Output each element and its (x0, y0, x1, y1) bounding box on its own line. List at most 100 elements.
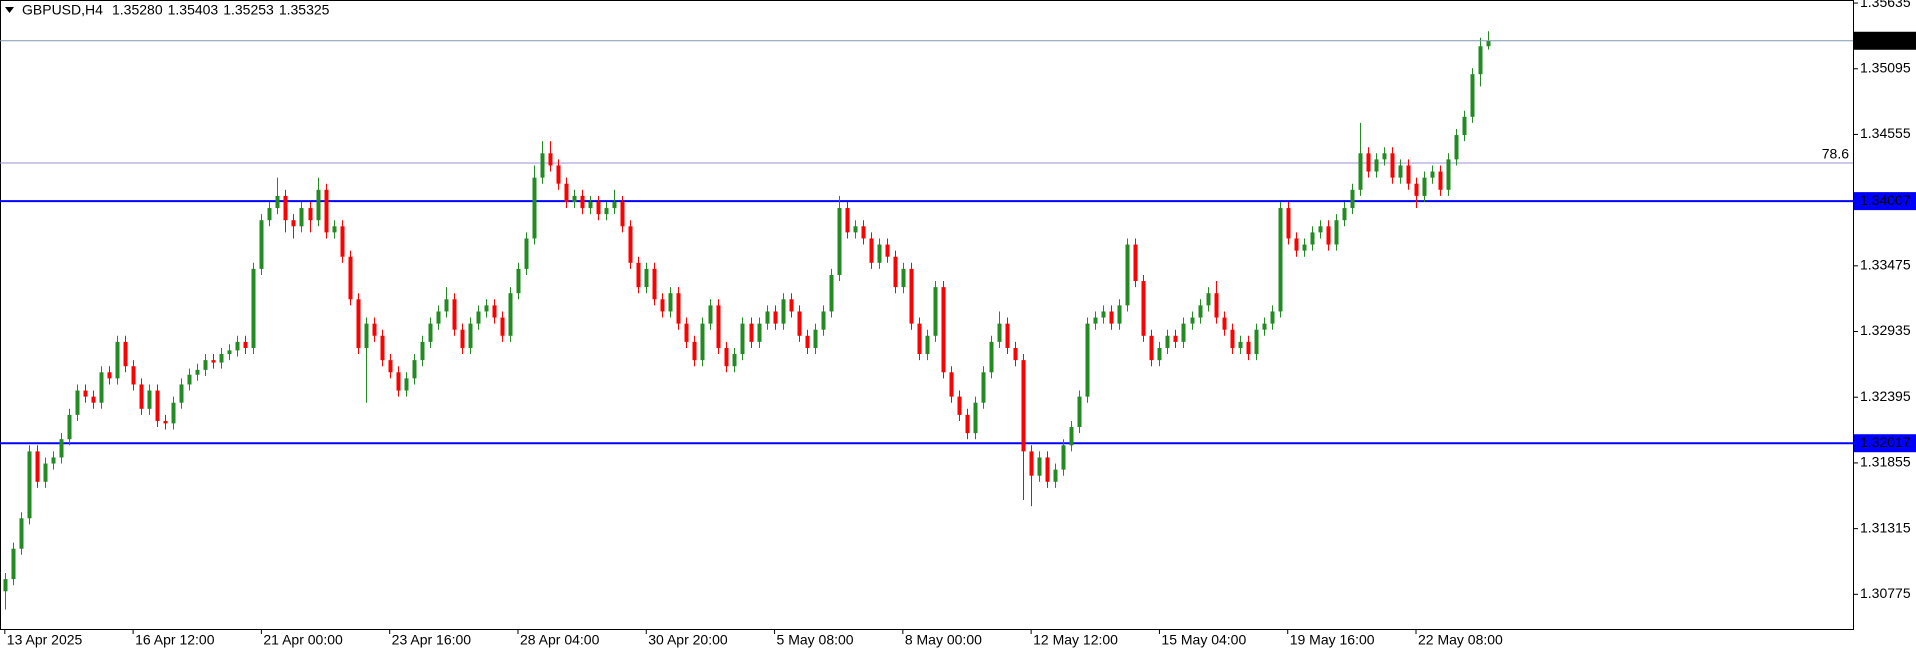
candle-body (540, 153, 545, 178)
candle-body (227, 350, 232, 355)
y-tick-label: 1.32935 (1860, 322, 1911, 338)
candle-body (1198, 305, 1203, 318)
candle-body (1286, 208, 1291, 239)
candle-body (548, 153, 553, 166)
candle-body (1061, 445, 1066, 470)
candle-body (676, 293, 681, 324)
candle-body (476, 311, 481, 324)
candle-body (1454, 135, 1459, 160)
candle-body (716, 305, 721, 348)
candle-body (1270, 311, 1275, 324)
ohlc-value: 1.35253 (223, 2, 274, 18)
candle-body (692, 341, 697, 361)
menu-arrow[interactable] (5, 7, 14, 13)
candle-body (1173, 335, 1178, 342)
candle-body (1053, 469, 1058, 482)
candle-body (348, 256, 353, 300)
candle-body (949, 372, 954, 397)
candle-body (1358, 153, 1363, 190)
candle-body (1446, 159, 1451, 190)
x-tick-label: 21 Apr 00:00 (263, 632, 343, 648)
candle-body (27, 451, 32, 519)
candle-body (1326, 226, 1331, 245)
candle-body (1422, 177, 1427, 196)
candle-body (636, 262, 641, 288)
candle-body (492, 305, 497, 318)
candle-body (508, 293, 513, 336)
candle-body (757, 323, 762, 342)
candle-body (139, 384, 144, 409)
candle-body (1069, 427, 1074, 446)
candle-body (75, 390, 80, 415)
candle-body (749, 323, 754, 342)
candle-body (877, 244, 882, 263)
candle-body (1398, 165, 1403, 178)
candle-body (1366, 153, 1371, 172)
candle-body (179, 384, 184, 403)
candle-body (1013, 347, 1018, 361)
candle-body (652, 268, 657, 300)
candle-body (500, 317, 505, 336)
y-tick-label: 1.35095 (1860, 59, 1911, 75)
price-tag-label: 1.32017 (1860, 434, 1911, 450)
x-tick-label: 28 Apr 04:00 (520, 632, 600, 648)
candle-body (163, 420, 168, 424)
candle-body (596, 201, 601, 215)
candle-body (1334, 220, 1339, 245)
candle-body (1414, 183, 1419, 196)
candle-body (765, 311, 770, 324)
price-tag (1854, 31, 1916, 50)
candle-body (516, 268, 521, 294)
candle-body (1342, 208, 1347, 221)
x-tick-label: 16 Apr 12:00 (135, 632, 215, 648)
x-tick-label: 30 Apr 20:00 (648, 632, 728, 648)
candle-body (1438, 171, 1443, 190)
candle-body (1238, 341, 1243, 348)
candle-body (1214, 293, 1219, 318)
candle-body (556, 165, 561, 184)
candle-body (700, 323, 705, 361)
candle-body (973, 402, 978, 434)
candle-body (869, 238, 874, 263)
candle-body (917, 323, 922, 355)
candle-body (1045, 457, 1050, 482)
candle-body (1262, 323, 1267, 330)
candle-body (171, 402, 176, 424)
x-tick-label: 19 May 16:00 (1290, 632, 1375, 648)
candle-body (644, 268, 649, 288)
candle-body (628, 226, 633, 263)
price-tag (1854, 434, 1916, 453)
candle-body (1190, 317, 1195, 324)
y-tick-label: 1.31855 (1860, 454, 1911, 470)
candle-body (773, 311, 778, 324)
candle-body (436, 311, 441, 324)
candle-body (340, 226, 345, 257)
candle-body (989, 341, 994, 373)
candle-body (797, 311, 802, 336)
candle-body (588, 201, 593, 209)
candle-body (412, 360, 417, 379)
candle-body (332, 226, 337, 233)
y-tick-label: 1.32395 (1860, 388, 1911, 404)
ohlc-value: 1.35280 (112, 2, 163, 18)
candle-body (957, 396, 962, 415)
candle-body (356, 299, 361, 348)
symbol-label: GBPUSD,H4 (22, 2, 103, 18)
candle-body (1374, 159, 1379, 172)
candle-body (1093, 317, 1098, 324)
candle-body (933, 287, 938, 336)
candle-body (99, 372, 104, 403)
candle-body (51, 457, 56, 464)
candle-body (1382, 153, 1387, 160)
x-tick-label: 5 May 08:00 (777, 632, 854, 648)
candle-body (11, 548, 16, 580)
candle-body (813, 329, 818, 348)
x-tick-label: 22 May 08:00 (1418, 632, 1503, 648)
candle-body (668, 293, 673, 312)
candle-body (1230, 329, 1235, 348)
candle-body (43, 463, 48, 482)
x-tick-label: 15 May 04:00 (1161, 632, 1246, 648)
candle-body (580, 195, 585, 209)
candle-body (67, 414, 72, 440)
